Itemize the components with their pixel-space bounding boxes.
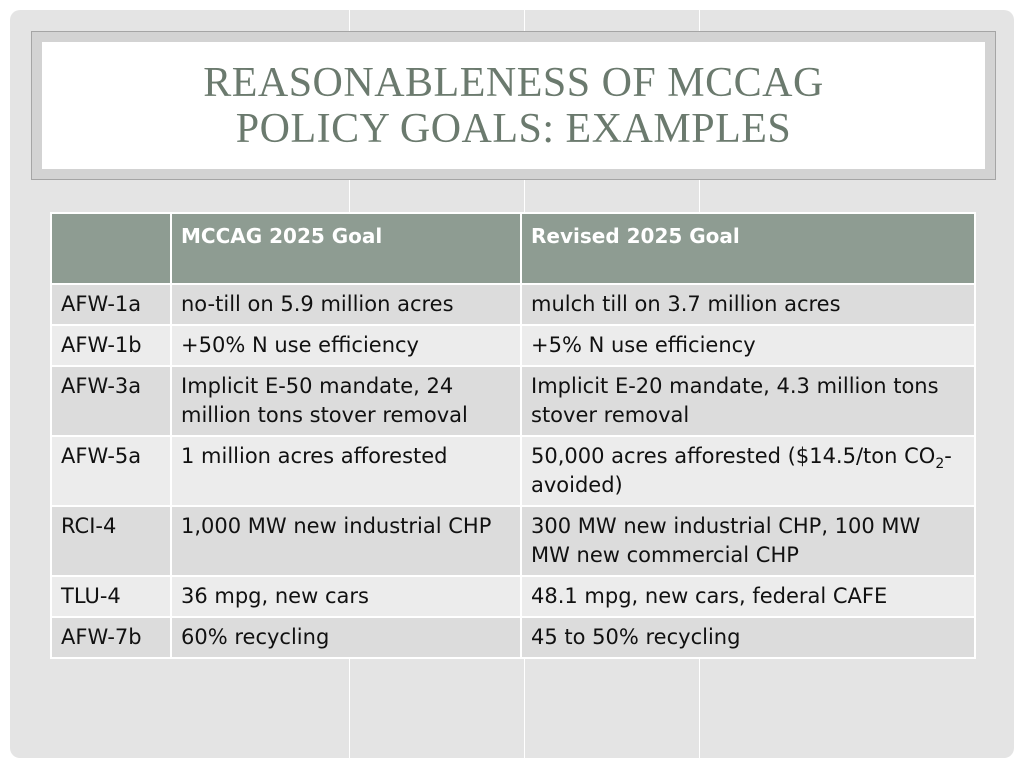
mccag-goal-cell: 1 million acres afforested [170,435,522,507]
mccag-goal-cell: 60% recycling [170,616,522,659]
table-row: RCI-4 1,000 MW new industrial CHP 300 MW… [50,505,976,577]
row-id-cell: TLU-4 [50,575,172,618]
revised-goal-cell: 48.1 mpg, new cars, federal CAFE [520,575,976,618]
table-row: AFW-1a no-till on 5.9 million acres mulc… [50,283,976,326]
title-line-2: Policy Goals: Examples [235,105,792,152]
revised-goal-cell: Implicit E-20 mandate, 4.3 million tons … [520,365,976,437]
slide-title: Reasonableness of MCCAG Policy Goals: Ex… [42,42,985,169]
revised-goal-cell: 300 MW new industrial CHP, 100 MW MW new… [520,505,976,577]
revised-goal-cell: +5% N use efficiency [520,324,976,367]
header-cell-id [50,212,172,285]
row-id-cell: RCI-4 [50,505,172,577]
table-header-row: MCCAG 2025 Goal Revised 2025 Goal [50,212,976,285]
revised-goal-text: 50,000 acres afforested ($14.5/ton CO [531,444,936,468]
mccag-goal-cell: 36 mpg, new cars [170,575,522,618]
revised-goal-cell: mulch till on 3.7 million acres [520,283,976,326]
revised-goal-cell: 50,000 acres afforested ($14.5/ton CO2-a… [520,435,976,507]
row-id-cell: AFW-3a [50,365,172,437]
row-id-cell: AFW-1a [50,283,172,326]
table-row: AFW-7b 60% recycling 45 to 50% recycling [50,616,976,659]
table-row: TLU-4 36 mpg, new cars 48.1 mpg, new car… [50,575,976,618]
subscript-text: 2 [935,456,945,473]
mccag-goal-cell: no-till on 5.9 million acres [170,283,522,326]
table-row: AFW-1b +50% N use efficiency +5% N use e… [50,324,976,367]
table-row: AFW-3a Implicit E-50 mandate, 24 million… [50,365,976,437]
mccag-goal-cell: +50% N use efficiency [170,324,522,367]
mccag-goal-cell: Implicit E-50 mandate, 24 million tons s… [170,365,522,437]
mccag-goal-cell: 1,000 MW new industrial CHP [170,505,522,577]
row-id-cell: AFW-1b [50,324,172,367]
slide: Reasonableness of MCCAG Policy Goals: Ex… [10,10,1014,758]
goals-table: MCCAG 2025 Goal Revised 2025 Goal AFW-1a… [50,212,976,659]
title-frame: Reasonableness of MCCAG Policy Goals: Ex… [31,31,996,180]
header-cell-mccag-goal: MCCAG 2025 Goal [170,212,522,285]
revised-goal-text: -avoided) [531,444,952,497]
row-id-cell: AFW-5a [50,435,172,507]
row-id-cell: AFW-7b [50,616,172,659]
header-cell-revised-goal: Revised 2025 Goal [520,212,976,285]
table-row: AFW-5a 1 million acres afforested 50,000… [50,435,976,507]
revised-goal-cell: 45 to 50% recycling [520,616,976,659]
title-line-1: Reasonableness of MCCAG [203,59,824,106]
